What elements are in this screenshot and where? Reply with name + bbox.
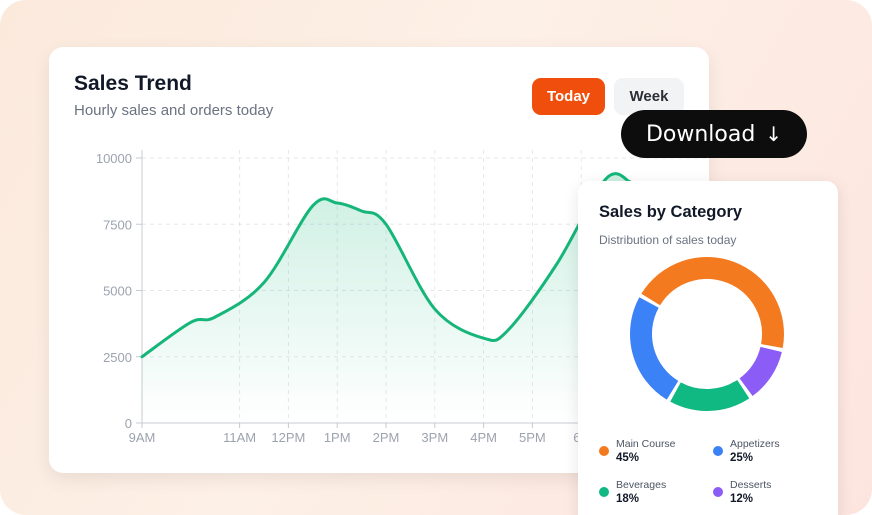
x-tick-label: 11AM [223, 430, 256, 445]
week-button[interactable]: Week [614, 78, 684, 115]
category-donut-chart [630, 257, 784, 411]
y-tick-label: 10000 [96, 151, 132, 166]
y-tick-label: 2500 [103, 350, 132, 365]
legend-percent: 12% [730, 493, 754, 505]
legend-dot-appetizers [713, 446, 723, 456]
sales-by-category-card: Sales by Category Distribution of sales … [578, 181, 838, 515]
download-arrow-icon: ↓ [765, 122, 783, 146]
today-button[interactable]: Today [532, 78, 605, 115]
download-label: Download [645, 121, 756, 147]
x-tick-label: 2PM [373, 430, 400, 445]
category-title: Sales by Category [599, 203, 743, 221]
sales-line [140, 172, 632, 359]
legend-name: Appetizers [730, 438, 780, 450]
legend-dot-desserts [713, 487, 723, 497]
download-button[interactable]: Download ↓ [621, 110, 807, 158]
x-tick-label: 5PM [519, 430, 546, 445]
y-tick-label: 5000 [103, 284, 132, 299]
legend-name: Desserts [730, 479, 772, 491]
legend-name: Beverages [616, 479, 667, 491]
legend-dot-main-course [599, 446, 609, 456]
x-tick-label: 1PM [324, 430, 351, 445]
legend-name: Main Course [616, 438, 676, 450]
sales-trend-subtitle: Hourly sales and orders today [74, 102, 274, 119]
y-tick-label: 7500 [103, 217, 132, 232]
sales-area-fill [142, 173, 630, 423]
donut-slice-main-course [641, 257, 784, 349]
category-subtitle: Distribution of sales today [599, 233, 737, 247]
legend-percent: 45% [616, 452, 640, 464]
donut-slice-desserts [739, 346, 782, 397]
x-tick-label: 9AM [129, 430, 156, 445]
x-tick-label: 4PM [470, 430, 497, 445]
donut-slice-beverages [670, 379, 750, 411]
legend-dot-beverages [599, 487, 609, 497]
donut-slice-appetizers [630, 297, 679, 400]
legend-percent: 25% [730, 452, 754, 464]
x-tick-label: 12PM [271, 430, 305, 445]
y-tick-label: 0 [125, 416, 132, 431]
sales-trend-title: Sales Trend [74, 72, 192, 95]
x-tick-label: 3PM [421, 430, 448, 445]
legend-percent: 18% [616, 493, 640, 505]
